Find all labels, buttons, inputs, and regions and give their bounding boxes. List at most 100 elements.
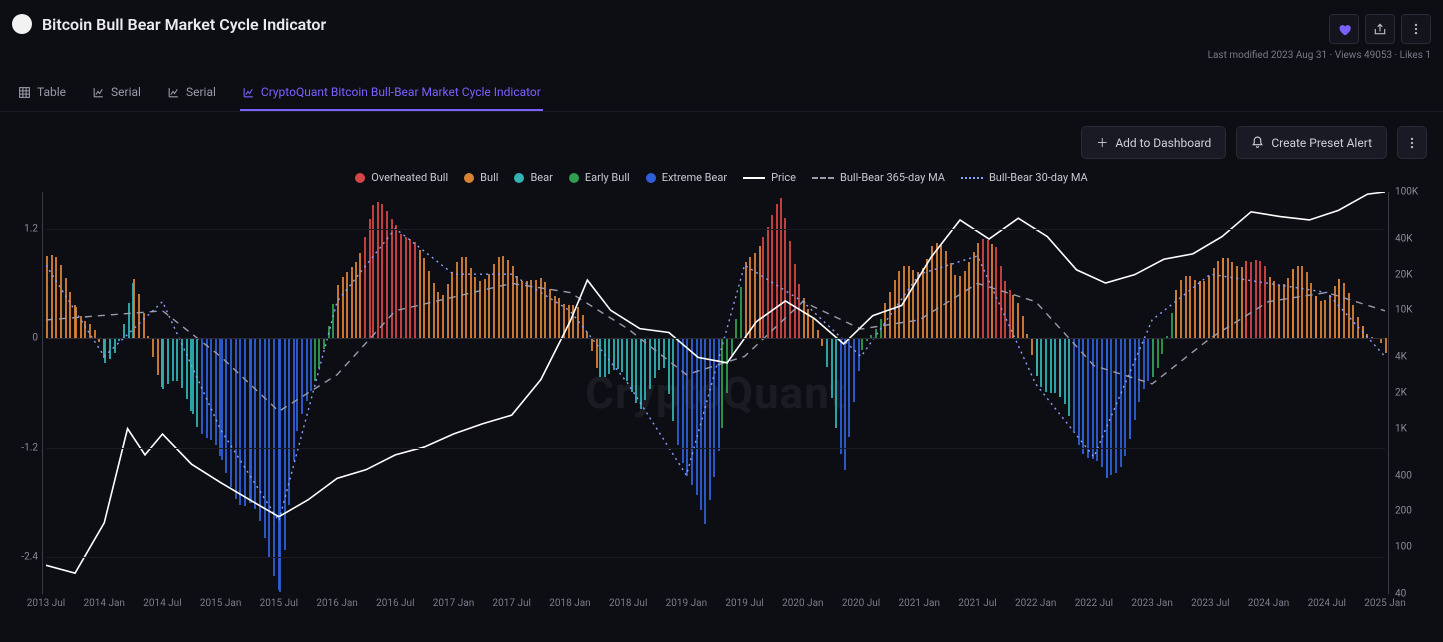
indicator-bar: [176, 338, 178, 381]
kebab-icon: [1409, 22, 1423, 36]
legend-item-2[interactable]: Bear: [514, 171, 552, 184]
tab-2[interactable]: Serial: [165, 79, 218, 111]
indicator-bar: [323, 338, 325, 348]
legend-item-7[interactable]: Bull-Bear 30-day MA: [961, 171, 1088, 184]
indicator-bar: [640, 338, 642, 409]
indicator-bar: [568, 305, 570, 338]
legend-item-5[interactable]: Price: [743, 171, 796, 184]
indicator-bar: [987, 240, 989, 339]
create-alert-button[interactable]: Create Preset Alert: [1236, 126, 1387, 159]
indicator-bar: [1031, 338, 1033, 355]
tab-3[interactable]: CryptoQuant Bitcoin Bull-Bear Market Cyc…: [240, 79, 543, 111]
indicator-bar: [328, 326, 330, 338]
indicator-bar: [940, 245, 942, 339]
indicator-bar: [968, 262, 970, 338]
indicator-bar: [172, 338, 174, 380]
indicator-bar: [1213, 268, 1215, 338]
indicator-bar: [1227, 258, 1229, 338]
indicator-bar: [1343, 283, 1345, 338]
indicator-bar: [80, 316, 82, 338]
indicator-bar: [433, 283, 435, 338]
indicator-bar: [767, 227, 769, 338]
indicator-bar: [731, 338, 733, 355]
indicator-bar: [745, 262, 747, 339]
indicator-bar: [1324, 300, 1326, 338]
share-button[interactable]: [1365, 14, 1395, 44]
indicator-bar: [332, 304, 334, 338]
indicator-bar: [1110, 338, 1112, 475]
indicator-bar: [794, 264, 796, 338]
indicator-bar: [582, 315, 584, 338]
indicator-bar: [1231, 262, 1233, 338]
indicator-bar: [465, 257, 467, 339]
indicator-bar: [848, 338, 850, 437]
x-tick: 2014 Jul: [143, 598, 181, 609]
indicator-bar: [1092, 338, 1094, 459]
legend-item-6[interactable]: Bull-Bear 365-day MA: [812, 171, 945, 184]
chart-more-button[interactable]: [1397, 126, 1427, 159]
indicator-bar: [1189, 276, 1191, 338]
indicator-bar: [1115, 338, 1117, 472]
indicator-bar: [301, 338, 303, 414]
indicator-bar: [1269, 277, 1271, 338]
indicator-bar: [114, 338, 116, 352]
indicator-bar: [617, 338, 619, 369]
tab-0[interactable]: Table: [16, 79, 68, 111]
indicator-bar: [740, 287, 742, 338]
x-tick: 2018 Jan: [549, 598, 590, 609]
legend-swatch: [646, 173, 656, 183]
indicator-bar: [157, 338, 159, 375]
indicator-bar: [672, 338, 674, 421]
indicator-bar: [1255, 260, 1257, 338]
indicator-bar: [1283, 284, 1285, 338]
legend-label: Bull-Bear 30-day MA: [989, 171, 1088, 184]
indicator-bar: [405, 237, 407, 338]
indicator-bar: [1362, 326, 1364, 339]
indicator-bar: [658, 338, 660, 370]
legend-item-4[interactable]: Extreme Bear: [646, 171, 727, 184]
indicator-bar: [1352, 305, 1354, 338]
indicator-bar: [1287, 278, 1289, 338]
tab-1[interactable]: Serial: [90, 79, 143, 111]
indicator-bar: [936, 243, 938, 338]
legend-item-1[interactable]: Bull: [464, 171, 498, 184]
indicator-bar: [922, 268, 924, 338]
add-to-dashboard-button[interactable]: ＋ Add to Dashboard: [1081, 126, 1226, 159]
indicator-bar: [861, 338, 863, 350]
kebab-icon: [1405, 136, 1419, 150]
indicator-bar: [649, 338, 651, 389]
indicator-bar: [1245, 261, 1247, 338]
add-dashboard-label: Add to Dashboard: [1115, 136, 1211, 150]
indicator-bar: [259, 338, 261, 521]
title-group: Bitcoin Bull Bear Market Cycle Indicator: [12, 14, 326, 34]
legend-item-0[interactable]: Overheated Bull: [355, 171, 448, 184]
chart-icon: [92, 86, 105, 99]
indicator-bar: [1278, 285, 1280, 338]
indicator-bar: [917, 272, 919, 339]
plot-area[interactable]: CryptoQuant: [46, 192, 1385, 594]
bell-icon: [1251, 136, 1264, 149]
more-button[interactable]: [1401, 14, 1431, 44]
y-right-tick: 1K: [1395, 423, 1407, 434]
indicator-bar: [474, 277, 476, 339]
favorite-button[interactable]: [1329, 14, 1359, 44]
indicator-bar: [1152, 338, 1154, 376]
indicator-bar: [244, 338, 246, 506]
indicator-bar: [1264, 266, 1266, 338]
zero-line: [46, 338, 1385, 339]
header-actions: [1329, 14, 1431, 44]
indicator-bars: [46, 192, 1385, 594]
indicator-bar: [735, 319, 737, 339]
indicator-bar: [798, 284, 800, 338]
chart-icon: [242, 86, 255, 99]
indicator-bar: [377, 202, 379, 338]
legend-item-3[interactable]: Early Bull: [569, 171, 630, 184]
indicator-bar: [844, 338, 846, 470]
indicator-bar: [1217, 261, 1219, 338]
chart[interactable]: 1.20-1.2-2.4 100K40K20K10K4K2K1K40020010…: [6, 192, 1437, 624]
indicator-bar: [288, 338, 290, 505]
heart-icon: [1337, 22, 1352, 37]
indicator-bar: [959, 276, 961, 338]
indicator-bar: [1012, 295, 1014, 338]
indicator-bar: [351, 267, 353, 338]
